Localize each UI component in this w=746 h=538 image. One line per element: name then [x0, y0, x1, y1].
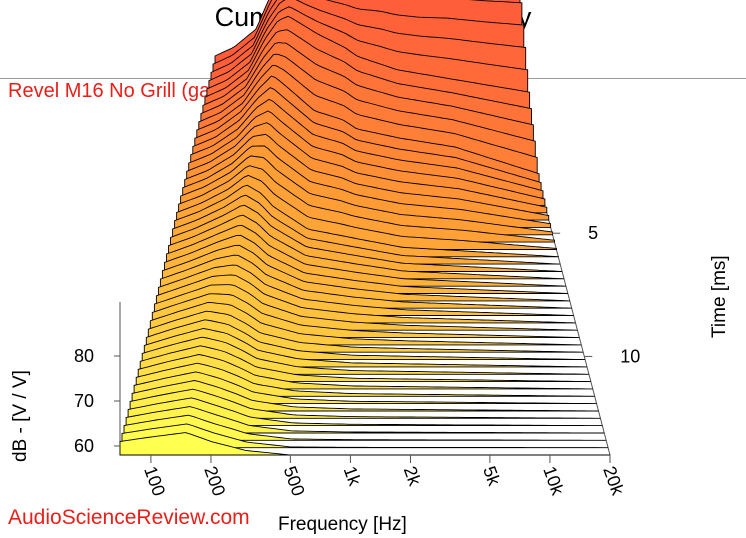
x-tick-label: 200: [200, 464, 229, 499]
decay-slices: [119, 0, 610, 456]
decay-slice: [141, 336, 589, 375]
decay-slice: [137, 354, 593, 390]
z-axis-label: Time [ms]: [709, 255, 730, 338]
x-tick-label: 20k: [599, 464, 628, 499]
decay-slice: [127, 397, 603, 427]
x-tick-label: 100: [140, 464, 169, 499]
y-tick-label: 60: [74, 436, 94, 456]
decay-slice: [123, 414, 607, 441]
x-tick-label: 2k: [400, 464, 426, 490]
z-tick-label: 10: [620, 346, 640, 366]
decay-slice: [131, 380, 599, 412]
x-axis-label: Frequency [Hz]: [278, 514, 407, 535]
decay-slice: [125, 406, 605, 434]
x-tick-label: 10k: [539, 464, 568, 499]
decay-slice: [135, 362, 595, 397]
decay-slice: [119, 432, 610, 456]
y-tick-label: 80: [74, 346, 94, 366]
y-axis-label: dB - [V / V]: [10, 370, 31, 462]
x-tick-label: 500: [280, 464, 309, 499]
decay-slice: [133, 371, 597, 405]
z-tick-label: 5: [588, 223, 598, 243]
decay-slice: [121, 423, 609, 449]
y-tick-label: 70: [74, 391, 94, 411]
x-tick-label: 1k: [340, 464, 366, 490]
watermark: AudioScienceReview.com: [8, 506, 250, 529]
decay-slice: [139, 345, 591, 383]
decay-slice: [129, 388, 601, 419]
x-tick-label: 5k: [479, 464, 505, 490]
